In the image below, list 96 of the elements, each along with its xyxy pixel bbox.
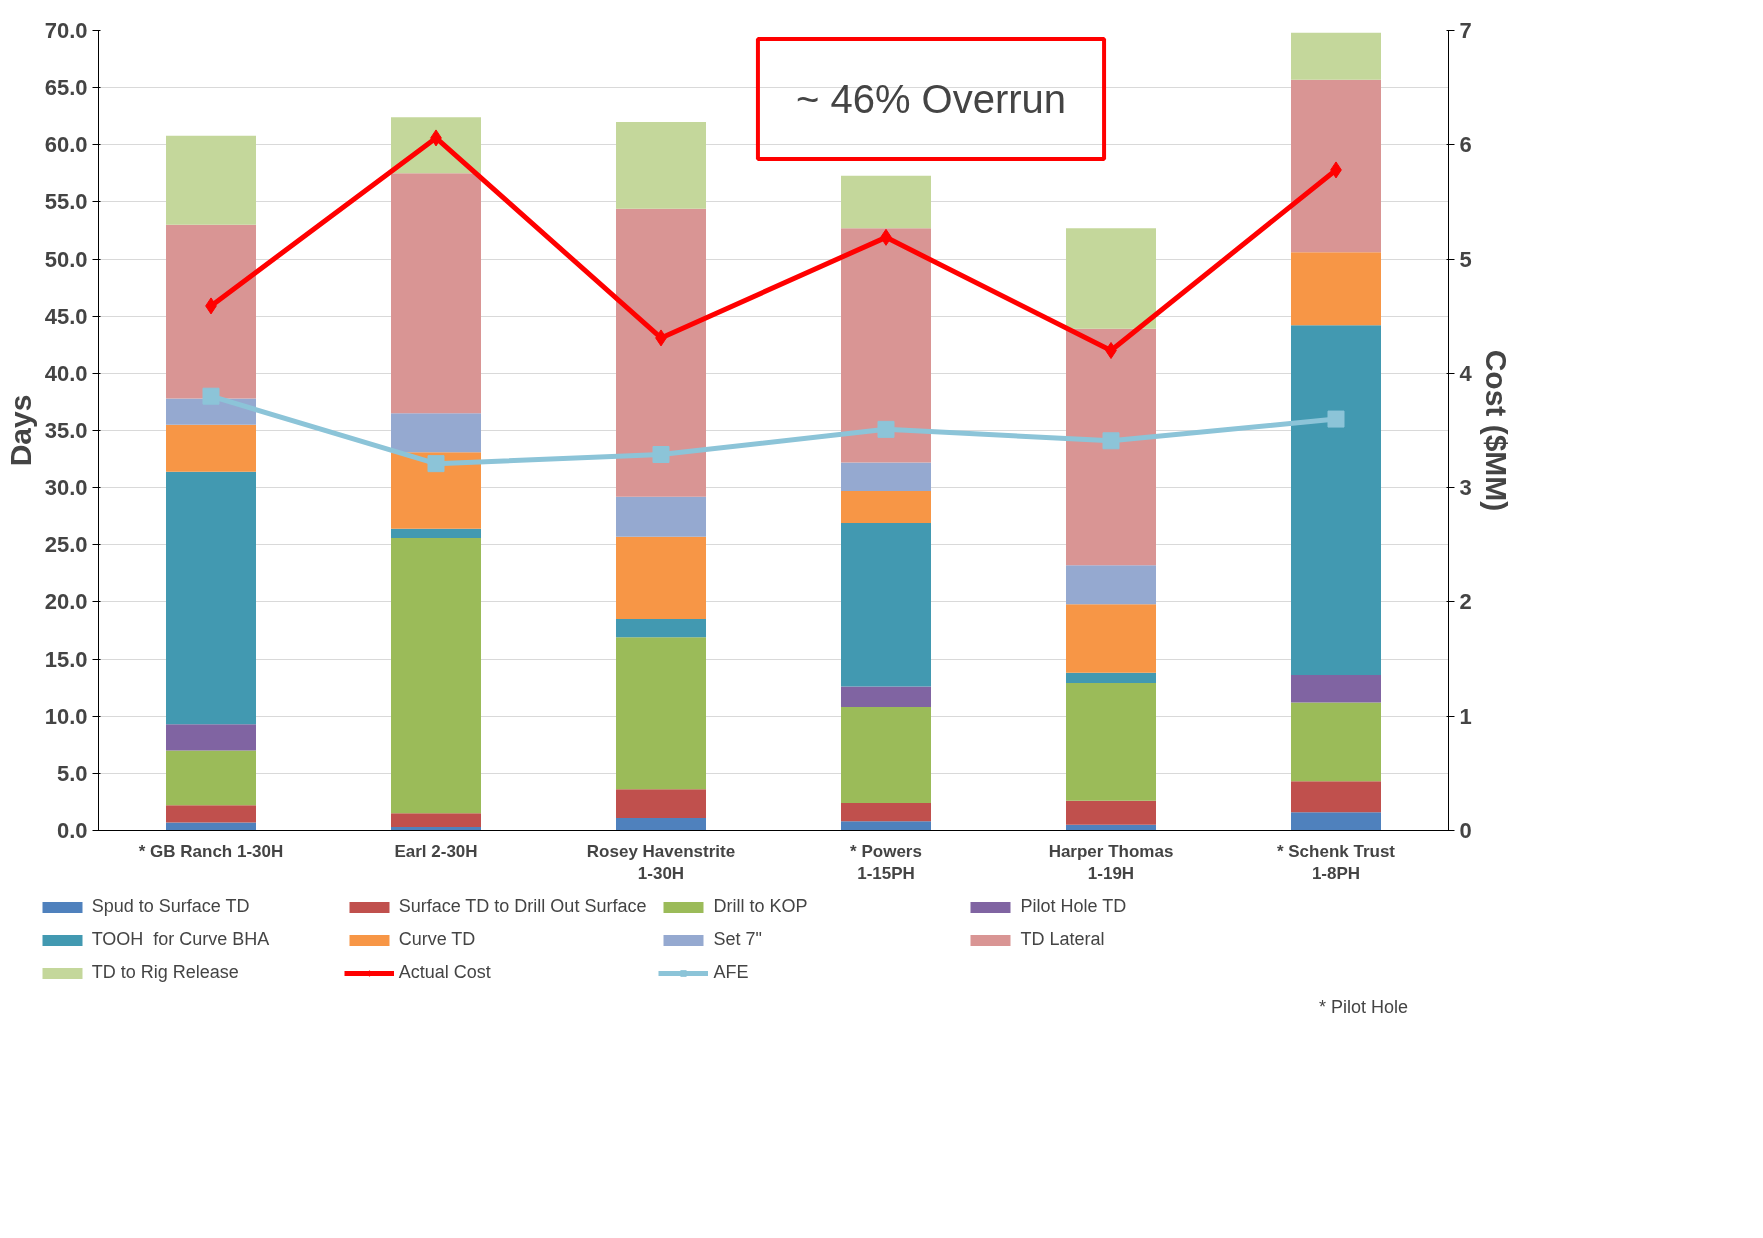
y-tick-label: 50.0 — [44, 246, 88, 272]
bar — [391, 528, 481, 538]
x-tick-label: * Schenk Trust 1-8PH — [1276, 841, 1396, 884]
y-tick-label: 5.0 — [56, 760, 88, 786]
bar — [616, 789, 706, 818]
bar — [841, 462, 931, 492]
y2-tick-label: 2 — [1459, 589, 1472, 615]
y2-tick-label: 1 — [1459, 703, 1472, 729]
y2-tick-label: 3 — [1459, 475, 1472, 501]
bar — [1066, 672, 1156, 684]
bar — [1291, 812, 1381, 831]
y2-tick-label: 7 — [1459, 18, 1472, 43]
y-tick-label: 70.0 — [44, 18, 88, 43]
y-tick-label: 60.0 — [44, 132, 88, 158]
bar — [166, 724, 256, 751]
bar — [841, 821, 931, 831]
bar — [841, 707, 931, 804]
legend-label: Spud to Surface TD — [91, 896, 251, 917]
bar — [841, 228, 931, 463]
y2-tick-label: 5 — [1459, 246, 1472, 272]
x-tick-label: Harper Thomas 1-19H — [1048, 841, 1174, 884]
y-tick-label: 10.0 — [44, 703, 88, 729]
bar — [391, 413, 481, 453]
bar — [391, 813, 481, 828]
x-tick-label: Rosey Havenstrite 1-30H — [586, 841, 736, 884]
bar — [1066, 683, 1156, 801]
bar — [166, 135, 256, 225]
bar — [616, 208, 706, 497]
bar — [841, 686, 931, 708]
legend-label: TD Lateral — [1020, 929, 1106, 950]
bar — [841, 491, 931, 524]
bar — [391, 173, 481, 414]
bar — [166, 424, 256, 472]
legend-label: Drill to KOP — [713, 896, 809, 917]
legend-label: Actual Cost — [398, 962, 492, 983]
legend-label: Pilot Hole TD — [1020, 896, 1128, 917]
bar — [616, 817, 706, 831]
y-tick-label: 30.0 — [44, 475, 88, 501]
bar — [1291, 32, 1381, 80]
point — [1105, 342, 1117, 359]
point — [652, 446, 670, 463]
x-tick-label: * Powers 1-15PH — [850, 841, 922, 884]
bar — [1066, 228, 1156, 329]
bar — [1066, 800, 1156, 825]
legend-label: Curve TD — [398, 929, 477, 950]
y2-tick-label: 4 — [1459, 360, 1473, 386]
text: * Pilot Hole — [1318, 996, 1408, 1017]
point — [877, 420, 895, 438]
bar — [1291, 675, 1381, 703]
bar — [1291, 781, 1381, 813]
legend-label: Set 7" — [713, 929, 763, 950]
bar — [391, 452, 481, 529]
point — [427, 455, 445, 473]
annotation: ~ 46% Overrun — [795, 77, 1067, 122]
legend-label: AFE — [713, 962, 750, 983]
bar — [1291, 702, 1381, 782]
y2-tick-label: 6 — [1459, 132, 1472, 158]
legend-label: TOOH for Curve BHA — [91, 929, 271, 950]
y-tick-label: 65.0 — [44, 75, 88, 101]
legend-label: TD to Rig Release — [91, 962, 240, 983]
y-tick-label: 0.0 — [56, 818, 88, 843]
bar — [166, 750, 256, 806]
y2-axis-title: Cost ($MM) — [1479, 349, 1513, 512]
bar — [841, 523, 931, 687]
y-tick-label: 55.0 — [44, 189, 88, 215]
bar — [1066, 565, 1156, 605]
y-tick-label: 40.0 — [44, 360, 88, 386]
bar — [166, 805, 256, 823]
y-tick-label: 15.0 — [44, 646, 88, 672]
bar — [1291, 252, 1381, 326]
y-tick-label: 45.0 — [44, 303, 88, 329]
legend-label: Surface TD to Drill Out Surface — [398, 896, 647, 917]
y-axis-title: Days — [3, 394, 37, 467]
bar — [616, 496, 706, 537]
x-tick-label: Earl 2-30H — [394, 841, 478, 861]
bar — [1066, 604, 1156, 673]
x-tick-label: * GB Ranch 1-30H — [138, 841, 284, 861]
bar — [166, 224, 256, 399]
y-tick-label: 35.0 — [44, 418, 88, 443]
point — [202, 387, 220, 405]
bar — [166, 471, 256, 725]
bar — [616, 619, 706, 638]
bar — [1066, 328, 1156, 566]
y-tick-label: 25.0 — [44, 532, 88, 558]
y2-tick-label: 0 — [1459, 818, 1472, 843]
bar — [1291, 325, 1381, 676]
bar — [841, 175, 931, 229]
bar — [391, 537, 481, 814]
y-tick-label: 20.0 — [44, 589, 88, 615]
bar — [616, 121, 706, 209]
bar — [616, 536, 706, 620]
point — [1327, 410, 1345, 428]
bar — [1291, 79, 1381, 253]
point — [1102, 432, 1120, 450]
bar — [616, 637, 706, 790]
bar — [841, 803, 931, 822]
